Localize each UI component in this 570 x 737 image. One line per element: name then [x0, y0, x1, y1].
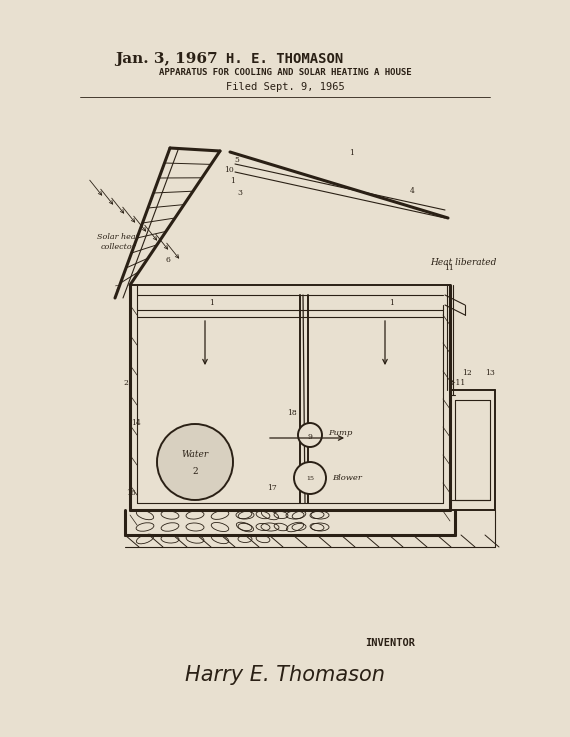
Text: 17: 17 [267, 484, 277, 492]
Text: 1: 1 [349, 149, 355, 157]
Text: 7: 7 [115, 284, 120, 292]
Text: 5: 5 [235, 156, 239, 164]
Text: 9: 9 [308, 433, 312, 441]
Text: Solar heat
collector: Solar heat collector [97, 234, 139, 251]
Circle shape [157, 424, 233, 500]
Text: Heat liberated: Heat liberated [430, 257, 496, 267]
Text: Pump: Pump [328, 429, 352, 437]
Text: Harry E. Thomason: Harry E. Thomason [185, 665, 385, 685]
Text: 18: 18 [287, 409, 297, 417]
Text: 12: 12 [462, 369, 472, 377]
Text: 8-11: 8-11 [449, 379, 466, 387]
Text: 10: 10 [224, 166, 234, 174]
Text: 2: 2 [124, 379, 128, 387]
Text: 16: 16 [126, 489, 136, 497]
Text: H. E. THOMASON: H. E. THOMASON [226, 52, 344, 66]
Text: 4: 4 [410, 187, 414, 195]
Text: 13: 13 [485, 369, 495, 377]
Text: 14: 14 [131, 419, 141, 427]
Text: 11: 11 [444, 264, 454, 272]
Circle shape [294, 462, 326, 494]
Text: 6: 6 [165, 256, 170, 264]
Text: 1: 1 [210, 299, 214, 307]
Text: INVENTOR: INVENTOR [365, 638, 415, 648]
Text: APPARATUS FOR COOLING AND SOLAR HEATING A HOUSE: APPARATUS FOR COOLING AND SOLAR HEATING … [158, 68, 412, 77]
Circle shape [298, 423, 322, 447]
Text: 1: 1 [230, 177, 235, 185]
Text: Water: Water [181, 450, 209, 458]
Text: 3: 3 [238, 189, 242, 197]
Text: 2: 2 [192, 467, 198, 475]
Text: Jan. 3, 1967: Jan. 3, 1967 [115, 52, 218, 66]
Text: Blower: Blower [332, 474, 362, 482]
Text: Filed Sept. 9, 1965: Filed Sept. 9, 1965 [226, 82, 344, 92]
Text: 15: 15 [306, 475, 314, 481]
Text: 1: 1 [389, 299, 394, 307]
